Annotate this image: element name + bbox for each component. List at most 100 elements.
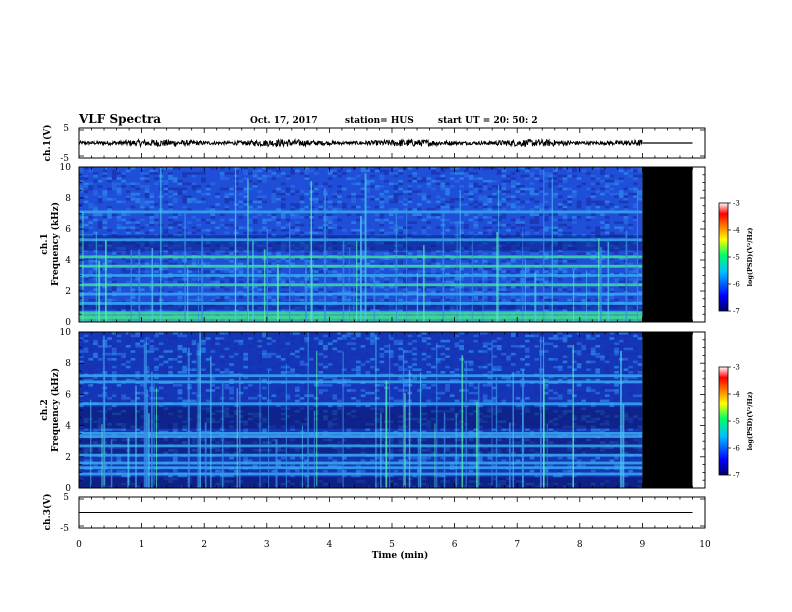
spectrogram-cell — [140, 260, 145, 263]
spectrogram-cell — [468, 391, 474, 395]
spectrogram-cell — [205, 262, 211, 266]
spectrogram-cell — [412, 391, 417, 395]
spectrogram-cell — [149, 342, 155, 345]
spectrogram-cell — [111, 404, 117, 408]
spectrogram-cell — [88, 368, 94, 371]
spectrogram-cell — [121, 360, 126, 364]
spectrogram-cell — [280, 213, 286, 217]
spectrogram-cell — [600, 172, 605, 175]
spectrogram-cell — [290, 262, 295, 266]
spectrogram-cell — [417, 252, 422, 255]
spectrogram-cell — [506, 229, 511, 232]
spectrogram-cell — [510, 172, 516, 175]
spectrogram-cell — [590, 200, 596, 204]
spectrogram-cell — [266, 342, 272, 345]
spectrogram-cell — [449, 309, 455, 312]
spectrogram-cell — [445, 360, 450, 364]
spectrogram-cell — [304, 174, 310, 178]
spectrogram-cell — [374, 391, 380, 395]
spectrogram-cell — [623, 187, 629, 191]
spectrogram-cell — [107, 280, 112, 284]
spectrogram-cell — [595, 345, 601, 348]
spectrogram-cell — [398, 428, 403, 431]
spectrogram-cell — [543, 280, 549, 284]
spectrogram-cell — [125, 231, 131, 235]
spectrogram-cell — [271, 198, 277, 201]
spectrogram-cell — [121, 226, 126, 229]
spectrogram-cell — [229, 198, 234, 201]
spectrogram-spike — [353, 263, 355, 322]
spectrogram-cell — [567, 376, 572, 379]
spectrogram-cell — [403, 198, 408, 201]
spectrogram-cell — [628, 278, 633, 281]
spectrogram-cell — [487, 291, 493, 294]
spectrogram-cell — [201, 172, 206, 175]
spectrogram-cell — [219, 267, 225, 271]
spectrogram-cell — [135, 309, 140, 312]
spectrogram-cell — [168, 174, 173, 178]
spectrogram-cell — [572, 394, 577, 397]
spectrogram-cell — [515, 208, 521, 211]
spectrogram-cell — [351, 352, 356, 356]
spectrogram-cell — [379, 169, 385, 173]
spectrogram-cell — [83, 167, 89, 170]
spectrogram-cell — [543, 179, 549, 183]
spectrogram-cell — [360, 280, 366, 284]
spectrogram-cell — [168, 342, 173, 345]
spectrogram-cell — [262, 352, 267, 356]
spectrogram-cell — [510, 280, 516, 284]
spectrogram-cell — [496, 345, 502, 348]
spectrogram-cell — [102, 169, 108, 173]
spectrogram-cell — [553, 337, 558, 340]
spectrogram-cell — [431, 267, 436, 271]
spectrogram-cell — [614, 298, 619, 302]
spectrogram-cell — [224, 355, 230, 358]
spectrogram-cell — [337, 350, 342, 353]
spectrogram-cell — [163, 185, 169, 188]
spectrogram-cell — [515, 309, 521, 312]
spectrogram-cell — [116, 216, 122, 219]
spectrogram-cell — [313, 332, 319, 335]
spectrogram-cell — [313, 355, 319, 358]
spectrogram-cell — [130, 332, 136, 335]
spectrogram-cell — [468, 399, 474, 403]
spectrogram-cell — [205, 218, 211, 222]
spectrogram-cell — [600, 428, 605, 431]
spectrogram-cell — [445, 394, 450, 397]
spectrogram-cell — [515, 190, 521, 193]
spectrogram-cell — [384, 257, 389, 260]
spectrogram-cell — [83, 386, 89, 390]
spectrogram-cell — [257, 339, 263, 343]
spectrogram-cell — [576, 428, 582, 431]
spectrogram-cell — [102, 172, 108, 175]
spectrogram-cell — [224, 347, 230, 351]
spectrogram-cell — [393, 167, 399, 170]
spectrogram-cell — [149, 218, 155, 222]
spectrogram-cell — [295, 229, 300, 232]
spectrogram-cell — [487, 167, 493, 170]
spectrogram-cell — [290, 208, 295, 211]
spectrogram-cell — [243, 334, 248, 338]
spectrogram-cell — [88, 339, 94, 343]
spectrogram-cell — [586, 226, 591, 229]
spectrogram-cell — [318, 285, 324, 289]
spectrogram-cell — [412, 208, 417, 211]
spectrogram-cell — [454, 172, 460, 175]
spectrogram-cell — [468, 218, 474, 222]
spectrogram-cell — [567, 339, 572, 343]
spectrogram-cell — [83, 195, 89, 198]
spectrogram-cell — [600, 399, 605, 403]
spectrogram-cell — [543, 252, 549, 255]
spectrogram-cell — [557, 378, 563, 382]
spectrogram-cell — [177, 285, 183, 289]
spectrogram-cell — [215, 226, 220, 229]
spectrogram-cell — [464, 174, 469, 178]
spectrogram-cell — [168, 218, 173, 222]
spectrogram-cell — [421, 195, 427, 198]
spectrogram-cell — [374, 309, 380, 312]
spectrogram-cell — [191, 231, 197, 235]
spectrogram-cell — [543, 192, 549, 196]
spectrogram-cell — [318, 394, 324, 397]
spectrogram-cell — [379, 174, 385, 178]
spectrogram-cell — [478, 203, 483, 206]
